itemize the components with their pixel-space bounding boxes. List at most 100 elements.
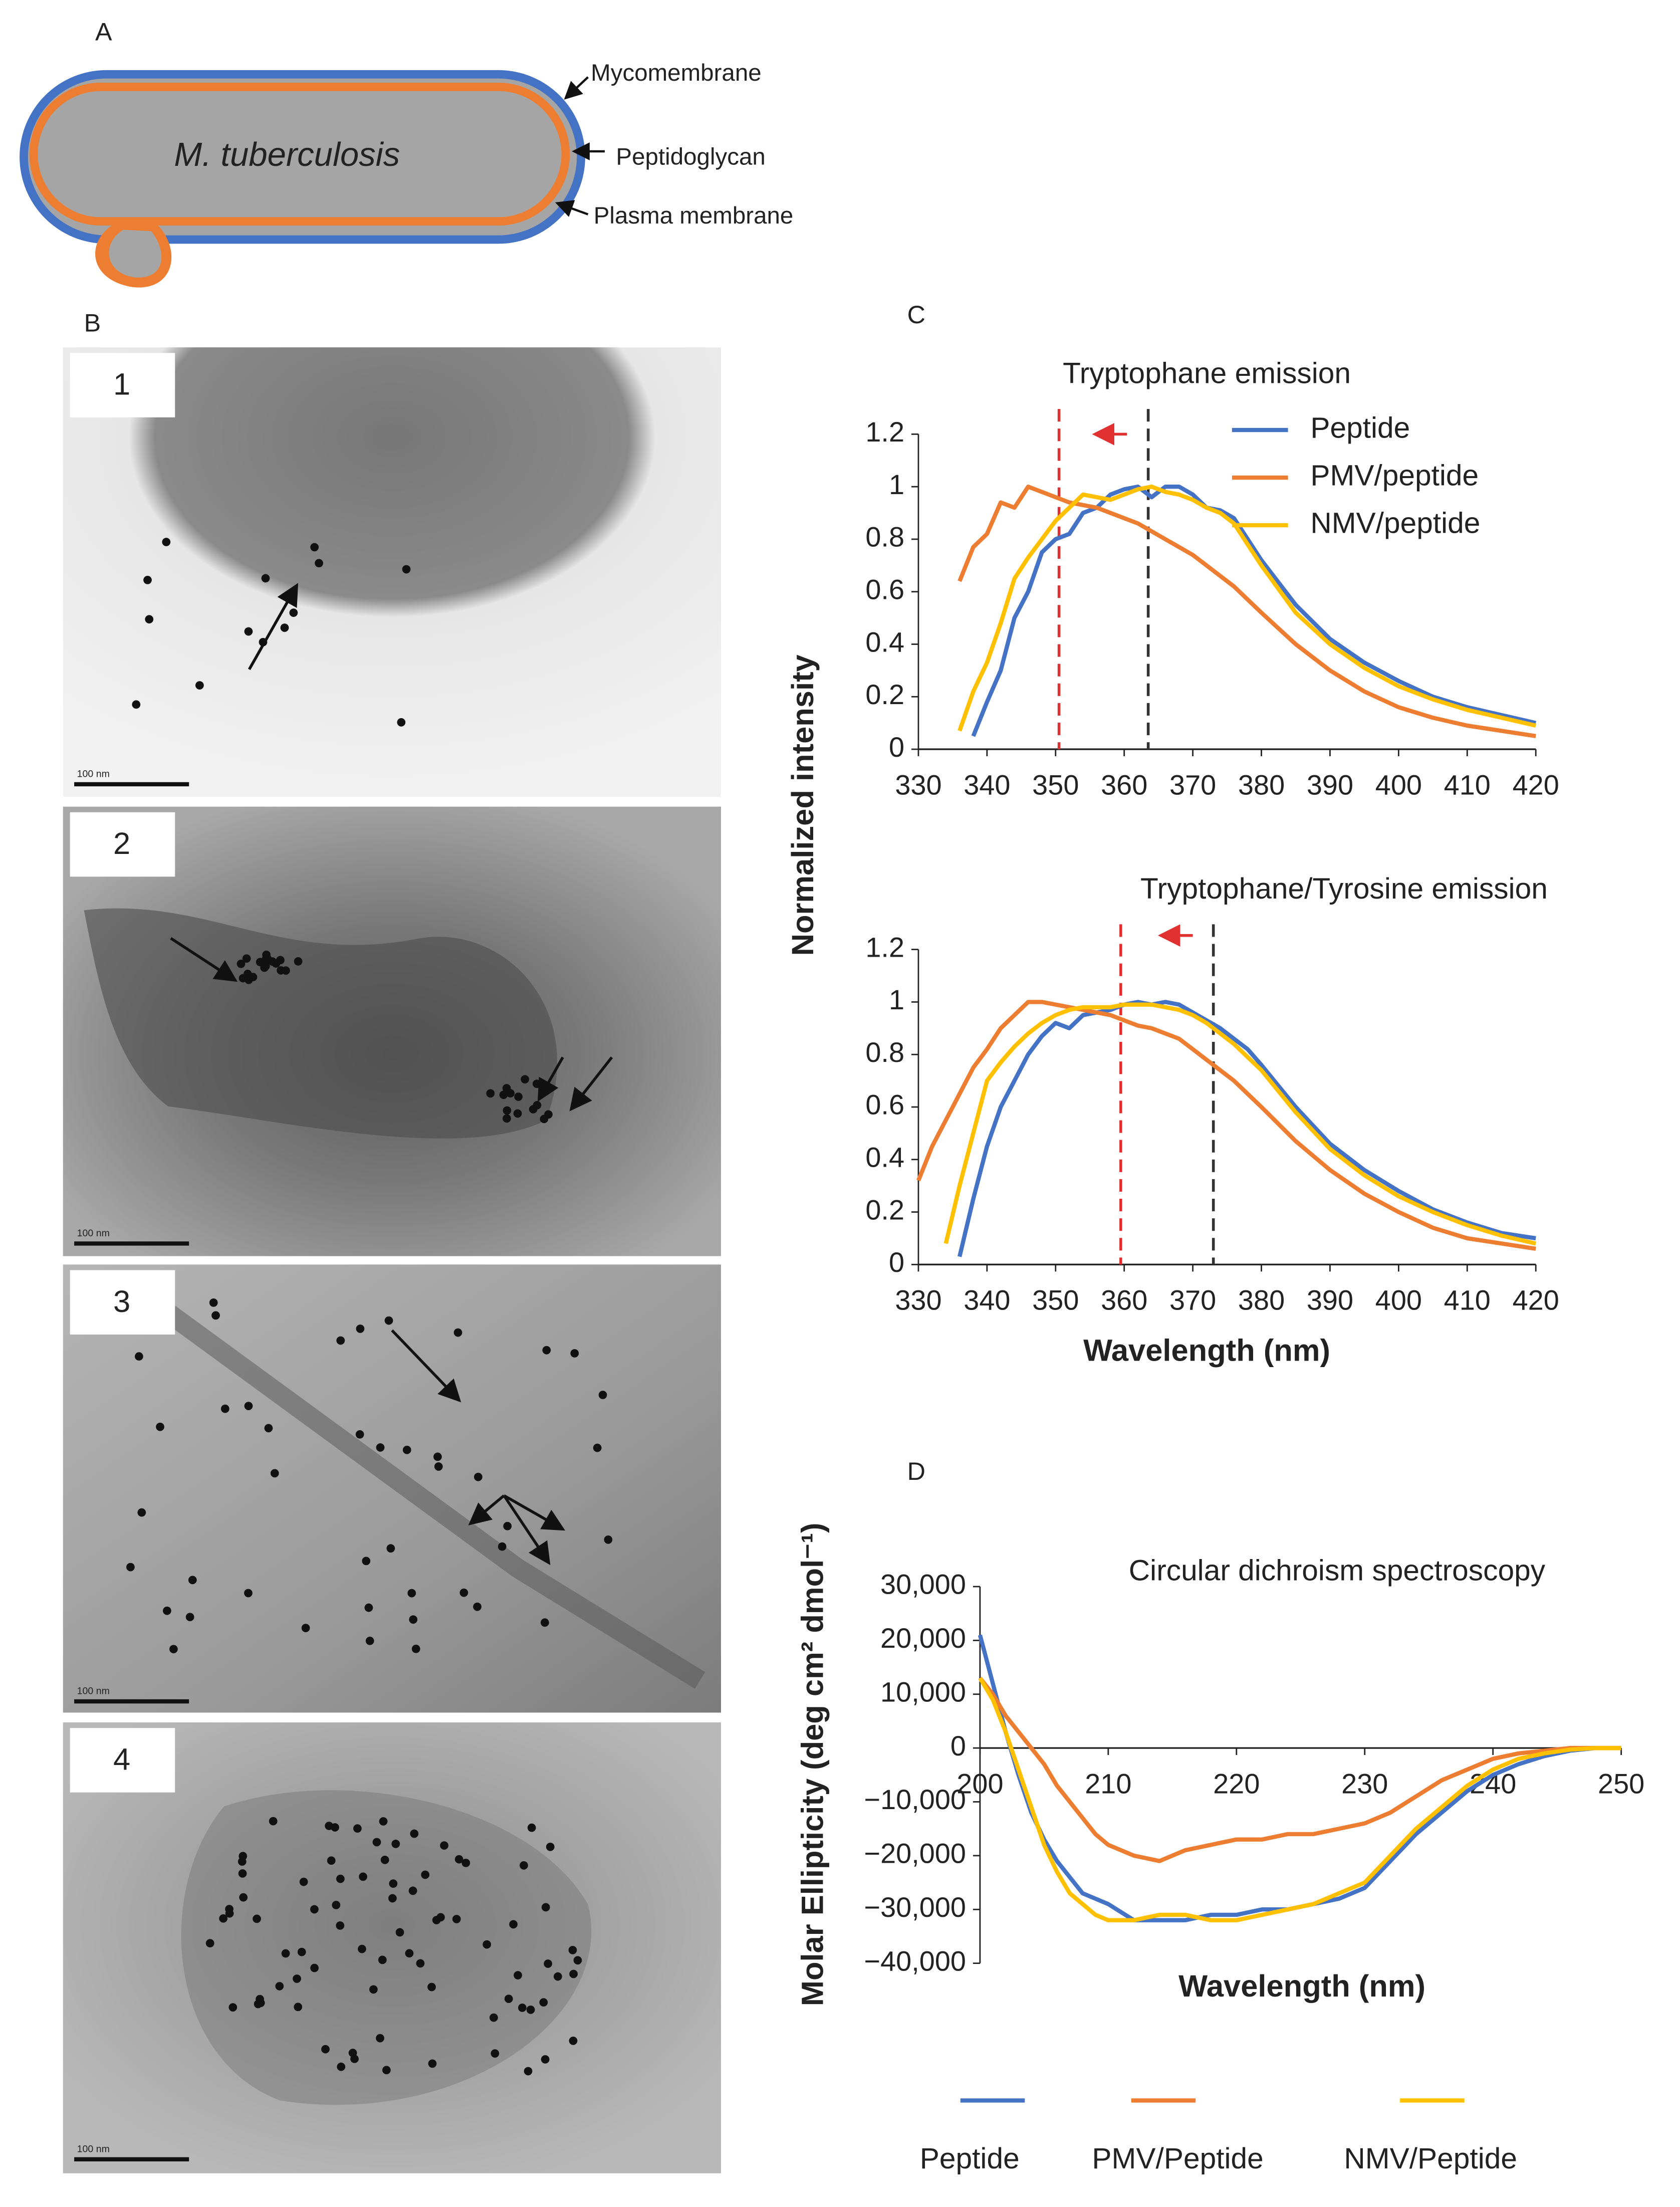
x-tick-label: 370 bbox=[1169, 769, 1216, 800]
y-tick-label: 0.2 bbox=[865, 1194, 904, 1225]
x-tick-label: 210 bbox=[1085, 1768, 1131, 1799]
particle bbox=[397, 718, 406, 727]
particle bbox=[529, 1105, 538, 1114]
particle bbox=[225, 1905, 233, 1913]
particle bbox=[569, 1969, 578, 1978]
particle bbox=[238, 1869, 247, 1878]
series-line bbox=[978, 1677, 1621, 1922]
particle bbox=[395, 1928, 404, 1937]
particle bbox=[483, 1940, 492, 1949]
x-tick-label: 340 bbox=[964, 769, 1010, 800]
y-tick-label: 10,000 bbox=[880, 1676, 966, 1708]
particle bbox=[388, 1894, 397, 1903]
particle bbox=[272, 959, 281, 968]
x-tick-label: 370 bbox=[1169, 1284, 1216, 1316]
particle bbox=[253, 1914, 261, 1923]
particle bbox=[143, 576, 152, 584]
particle bbox=[409, 1615, 418, 1624]
particle bbox=[362, 1557, 371, 1566]
particle bbox=[280, 623, 289, 632]
x-tick-label: 380 bbox=[1238, 769, 1285, 800]
particle bbox=[527, 1823, 536, 1832]
particle bbox=[156, 1422, 164, 1431]
micrograph bbox=[63, 1722, 721, 2173]
arrow bbox=[555, 200, 589, 217]
x-tick-label: 390 bbox=[1307, 769, 1353, 800]
particle bbox=[440, 1841, 448, 1850]
particle bbox=[209, 1298, 218, 1307]
label-box bbox=[70, 1728, 175, 1793]
micrograph-labels: 1 100 nm 2 100 nm 3 100 nm 4 100 nm bbox=[70, 353, 189, 2161]
micrograph-label: 4 bbox=[113, 1742, 130, 1777]
particle bbox=[244, 1589, 253, 1598]
particle bbox=[358, 1944, 366, 1953]
label-box bbox=[70, 1270, 175, 1335]
vesicle-body bbox=[84, 908, 558, 1139]
particle bbox=[514, 1092, 523, 1101]
legend-label: NMV/peptide bbox=[1310, 507, 1480, 540]
particle bbox=[405, 1949, 414, 1958]
legend-label: PMV/Peptide bbox=[1092, 2142, 1263, 2175]
micrograph-label: 3 bbox=[113, 1284, 130, 1319]
particle bbox=[570, 1349, 579, 1358]
particle bbox=[264, 1424, 273, 1433]
particle bbox=[310, 1905, 319, 1914]
particle bbox=[544, 1959, 553, 1968]
particle bbox=[169, 1645, 178, 1654]
x-tick-label: 200 bbox=[956, 1768, 1003, 1799]
particle bbox=[262, 950, 271, 959]
micrograph bbox=[63, 1264, 721, 1713]
x-tick-label: 360 bbox=[1101, 769, 1147, 800]
x-tick-label: 420 bbox=[1513, 769, 1559, 800]
y-tick-label: 0.8 bbox=[865, 1036, 904, 1068]
particle bbox=[428, 2059, 437, 2068]
particle bbox=[277, 966, 286, 975]
particle bbox=[461, 1859, 470, 1867]
y-tick-label: −20,000 bbox=[864, 1838, 966, 1869]
x-tick-label: 340 bbox=[964, 1284, 1010, 1316]
particle bbox=[294, 957, 303, 966]
particle bbox=[503, 1114, 511, 1123]
particle bbox=[407, 1589, 416, 1598]
y-tick-label: −40,000 bbox=[864, 1945, 966, 1976]
x-tick-label: 400 bbox=[1375, 1284, 1422, 1316]
y-tick-label: 0 bbox=[889, 731, 904, 763]
particle bbox=[504, 1995, 513, 2003]
particle bbox=[503, 1521, 512, 1530]
particle bbox=[568, 1945, 577, 1954]
particle bbox=[299, 1877, 308, 1886]
particle bbox=[294, 2003, 303, 2012]
x-tick-label: 220 bbox=[1213, 1768, 1260, 1799]
panel-label: C bbox=[907, 300, 925, 329]
particle bbox=[321, 2045, 330, 2054]
particle bbox=[289, 608, 298, 617]
y-tick-label: 1.2 bbox=[865, 931, 904, 963]
particle bbox=[211, 1311, 220, 1320]
particle bbox=[402, 1445, 411, 1454]
x-axis-label: Wavelength (nm) bbox=[1083, 1334, 1330, 1368]
particle bbox=[520, 1861, 528, 1870]
particle bbox=[386, 1544, 395, 1553]
particle bbox=[185, 1613, 194, 1622]
particle bbox=[301, 1624, 310, 1632]
particle bbox=[145, 615, 154, 624]
particle bbox=[163, 1606, 171, 1615]
y-tick-label: 1 bbox=[889, 984, 904, 1015]
layer-label: Mycomembrane bbox=[591, 60, 762, 86]
arrow bbox=[170, 937, 238, 982]
x-tick-label: 380 bbox=[1238, 1284, 1285, 1316]
particle bbox=[270, 1469, 279, 1478]
particle bbox=[598, 1391, 607, 1399]
panel-label: B bbox=[84, 309, 101, 337]
particle bbox=[293, 1974, 301, 1983]
micrograph-label: 1 bbox=[113, 367, 130, 402]
particle bbox=[554, 1972, 562, 1981]
x-tick-label: 400 bbox=[1375, 769, 1422, 800]
scale-bar-label: 100 nm bbox=[77, 2143, 110, 2154]
particle bbox=[219, 1914, 228, 1923]
particle bbox=[297, 1947, 306, 1956]
particle bbox=[454, 1855, 463, 1864]
arrow bbox=[468, 1494, 505, 1525]
particle bbox=[544, 1110, 553, 1119]
